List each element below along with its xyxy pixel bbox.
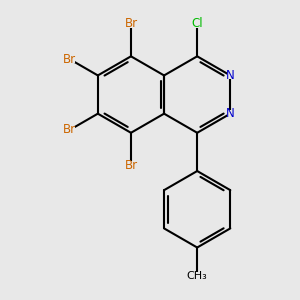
- Text: Cl: Cl: [191, 17, 203, 30]
- Bar: [227, 110, 234, 118]
- Bar: [125, 20, 137, 28]
- Bar: [64, 126, 75, 134]
- Text: Br: Br: [124, 17, 137, 30]
- Bar: [64, 56, 75, 63]
- Text: Br: Br: [63, 53, 76, 66]
- Bar: [191, 20, 203, 28]
- Text: CH₃: CH₃: [187, 271, 208, 281]
- Text: Br: Br: [124, 159, 137, 172]
- Text: Br: Br: [63, 123, 76, 136]
- Bar: [190, 272, 204, 280]
- Text: N: N: [226, 69, 235, 82]
- Bar: [227, 72, 234, 79]
- Bar: [125, 161, 137, 169]
- Text: N: N: [226, 107, 235, 120]
